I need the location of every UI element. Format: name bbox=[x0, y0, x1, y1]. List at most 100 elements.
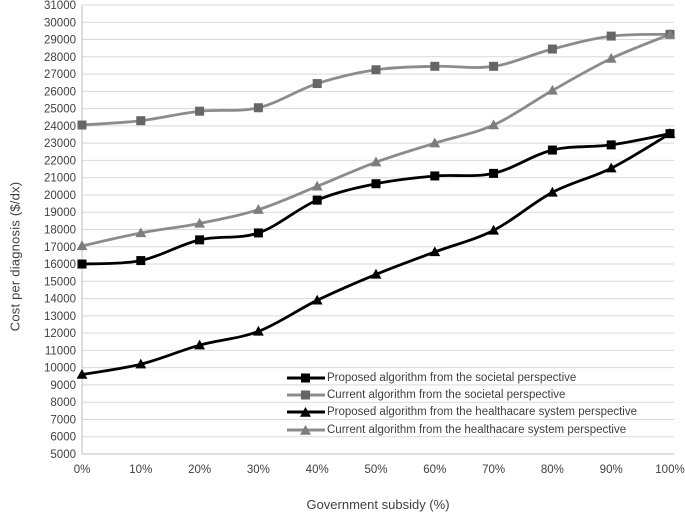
triangle-marker bbox=[664, 128, 676, 138]
y-tick-label: 9000 bbox=[50, 380, 76, 392]
x-tick-label: 90% bbox=[600, 464, 623, 476]
y-tick-label: 23000 bbox=[44, 138, 76, 150]
triangle-marker bbox=[488, 119, 499, 130]
legend-marker-gray-triangle-icon bbox=[287, 424, 325, 435]
triangle-marker bbox=[547, 84, 558, 95]
y-tick-label: 20000 bbox=[44, 190, 76, 202]
x-tick-label: 70% bbox=[482, 464, 505, 476]
square-marker bbox=[547, 145, 557, 155]
square-marker bbox=[547, 44, 557, 54]
square-marker bbox=[430, 171, 440, 181]
x-tick-label: 100% bbox=[655, 464, 684, 476]
y-tick-label: 31000 bbox=[44, 0, 76, 12]
legend-label: Current algorithm from the societal pers… bbox=[327, 388, 566, 401]
y-tick-label: 10000 bbox=[44, 363, 76, 375]
series-line bbox=[81, 132, 671, 266]
square-marker bbox=[606, 140, 616, 150]
x-tick-label: 60% bbox=[423, 464, 446, 476]
x-tick-label: 30% bbox=[247, 464, 270, 476]
square-marker bbox=[371, 65, 381, 75]
y-tick-label: 26000 bbox=[44, 86, 76, 98]
y-tick-label: 7000 bbox=[50, 414, 76, 426]
legend-label: Proposed algorithm from the societal per… bbox=[327, 371, 577, 384]
y-tick-label: 24000 bbox=[44, 121, 76, 133]
square-marker bbox=[195, 235, 205, 245]
square-marker bbox=[489, 61, 499, 71]
y-tick-label: 25000 bbox=[44, 104, 76, 116]
y-tick-label: 28000 bbox=[44, 52, 76, 64]
y-tick-label: 17000 bbox=[44, 242, 76, 254]
triangle-marker bbox=[429, 246, 441, 257]
series-line bbox=[81, 32, 671, 127]
y-tick-label: 12000 bbox=[44, 328, 76, 340]
triangle-marker bbox=[135, 227, 147, 238]
legend-row-proposed-healthcare: Proposed algorithm from the healthacare … bbox=[287, 404, 637, 421]
triangle-marker bbox=[311, 180, 323, 191]
triangle-marker bbox=[311, 294, 323, 305]
x-tick-label: 0% bbox=[74, 464, 91, 476]
triangle-marker bbox=[194, 217, 205, 228]
triangle-marker bbox=[547, 186, 558, 197]
legend: Proposed algorithm from the societal per… bbox=[287, 369, 637, 438]
x-axis-title: Government subsidy (%) bbox=[306, 497, 450, 512]
legend-row-proposed-societal: Proposed algorithm from the societal per… bbox=[287, 369, 637, 386]
x-tick-label: 40% bbox=[306, 464, 329, 476]
square-marker bbox=[136, 116, 146, 126]
y-tick-label: 15000 bbox=[44, 276, 76, 288]
triangle-marker bbox=[664, 28, 676, 39]
square-marker bbox=[312, 195, 322, 205]
triangle-marker bbox=[76, 368, 88, 379]
square-marker bbox=[77, 120, 87, 130]
y-axis-title: Cost per diagnosis ($/dx) bbox=[7, 181, 23, 332]
y-tick-label: 6000 bbox=[50, 432, 76, 444]
square-marker bbox=[77, 259, 87, 269]
triangle-marker bbox=[488, 224, 499, 235]
square-marker bbox=[312, 79, 322, 89]
square-marker bbox=[253, 103, 263, 113]
y-tick-label: 8000 bbox=[50, 397, 76, 409]
legend-marker-gray-square-icon bbox=[287, 390, 325, 400]
triangle-marker bbox=[194, 339, 205, 350]
series-line bbox=[81, 132, 671, 376]
y-tick-label: 27000 bbox=[44, 69, 76, 81]
triangle-marker bbox=[605, 52, 617, 63]
legend-row-current-societal: Current algorithm from the societal pers… bbox=[287, 386, 637, 403]
legend-row-current-healthcare: Current algorithm from the healthacare s… bbox=[287, 421, 637, 438]
y-tick-label: 14000 bbox=[44, 294, 76, 306]
legend-marker-black-square-icon bbox=[287, 373, 325, 383]
y-tick-label: 29000 bbox=[44, 35, 76, 47]
y-tick-label: 11000 bbox=[45, 345, 76, 357]
square-marker bbox=[253, 228, 263, 238]
square-marker bbox=[606, 31, 616, 41]
y-tick-label: 5000 bbox=[50, 449, 76, 461]
square-marker bbox=[371, 179, 381, 189]
triangle-marker bbox=[429, 137, 441, 148]
triangle-marker bbox=[605, 162, 617, 173]
y-tick-label: 19000 bbox=[44, 207, 76, 219]
square-marker bbox=[195, 106, 205, 116]
legend-label: Current algorithm from the healthacare s… bbox=[327, 423, 627, 436]
square-marker bbox=[489, 168, 499, 178]
y-tick-label: 18000 bbox=[44, 225, 76, 237]
triangle-marker bbox=[253, 325, 264, 336]
y-tick-label: 21000 bbox=[44, 173, 76, 185]
y-tick-label: 13000 bbox=[44, 311, 76, 323]
x-tick-label: 20% bbox=[188, 464, 211, 476]
square-marker bbox=[430, 61, 440, 71]
y-tick-label: 30000 bbox=[44, 17, 76, 29]
triangle-marker bbox=[370, 156, 382, 167]
x-tick-label: 80% bbox=[541, 464, 564, 476]
triangle-marker bbox=[253, 204, 264, 214]
legend-label: Proposed algorithm from the healthacare … bbox=[327, 406, 638, 419]
square-marker bbox=[136, 256, 146, 266]
triangle-marker bbox=[135, 358, 147, 369]
x-tick-label: 10% bbox=[129, 464, 152, 476]
x-tick-label: 50% bbox=[364, 464, 387, 476]
y-tick-label: 22000 bbox=[44, 155, 76, 167]
triangle-marker bbox=[370, 268, 382, 279]
triangle-marker bbox=[76, 240, 88, 251]
y-tick-label: 16000 bbox=[44, 259, 76, 271]
legend-marker-black-triangle-icon bbox=[287, 407, 325, 418]
